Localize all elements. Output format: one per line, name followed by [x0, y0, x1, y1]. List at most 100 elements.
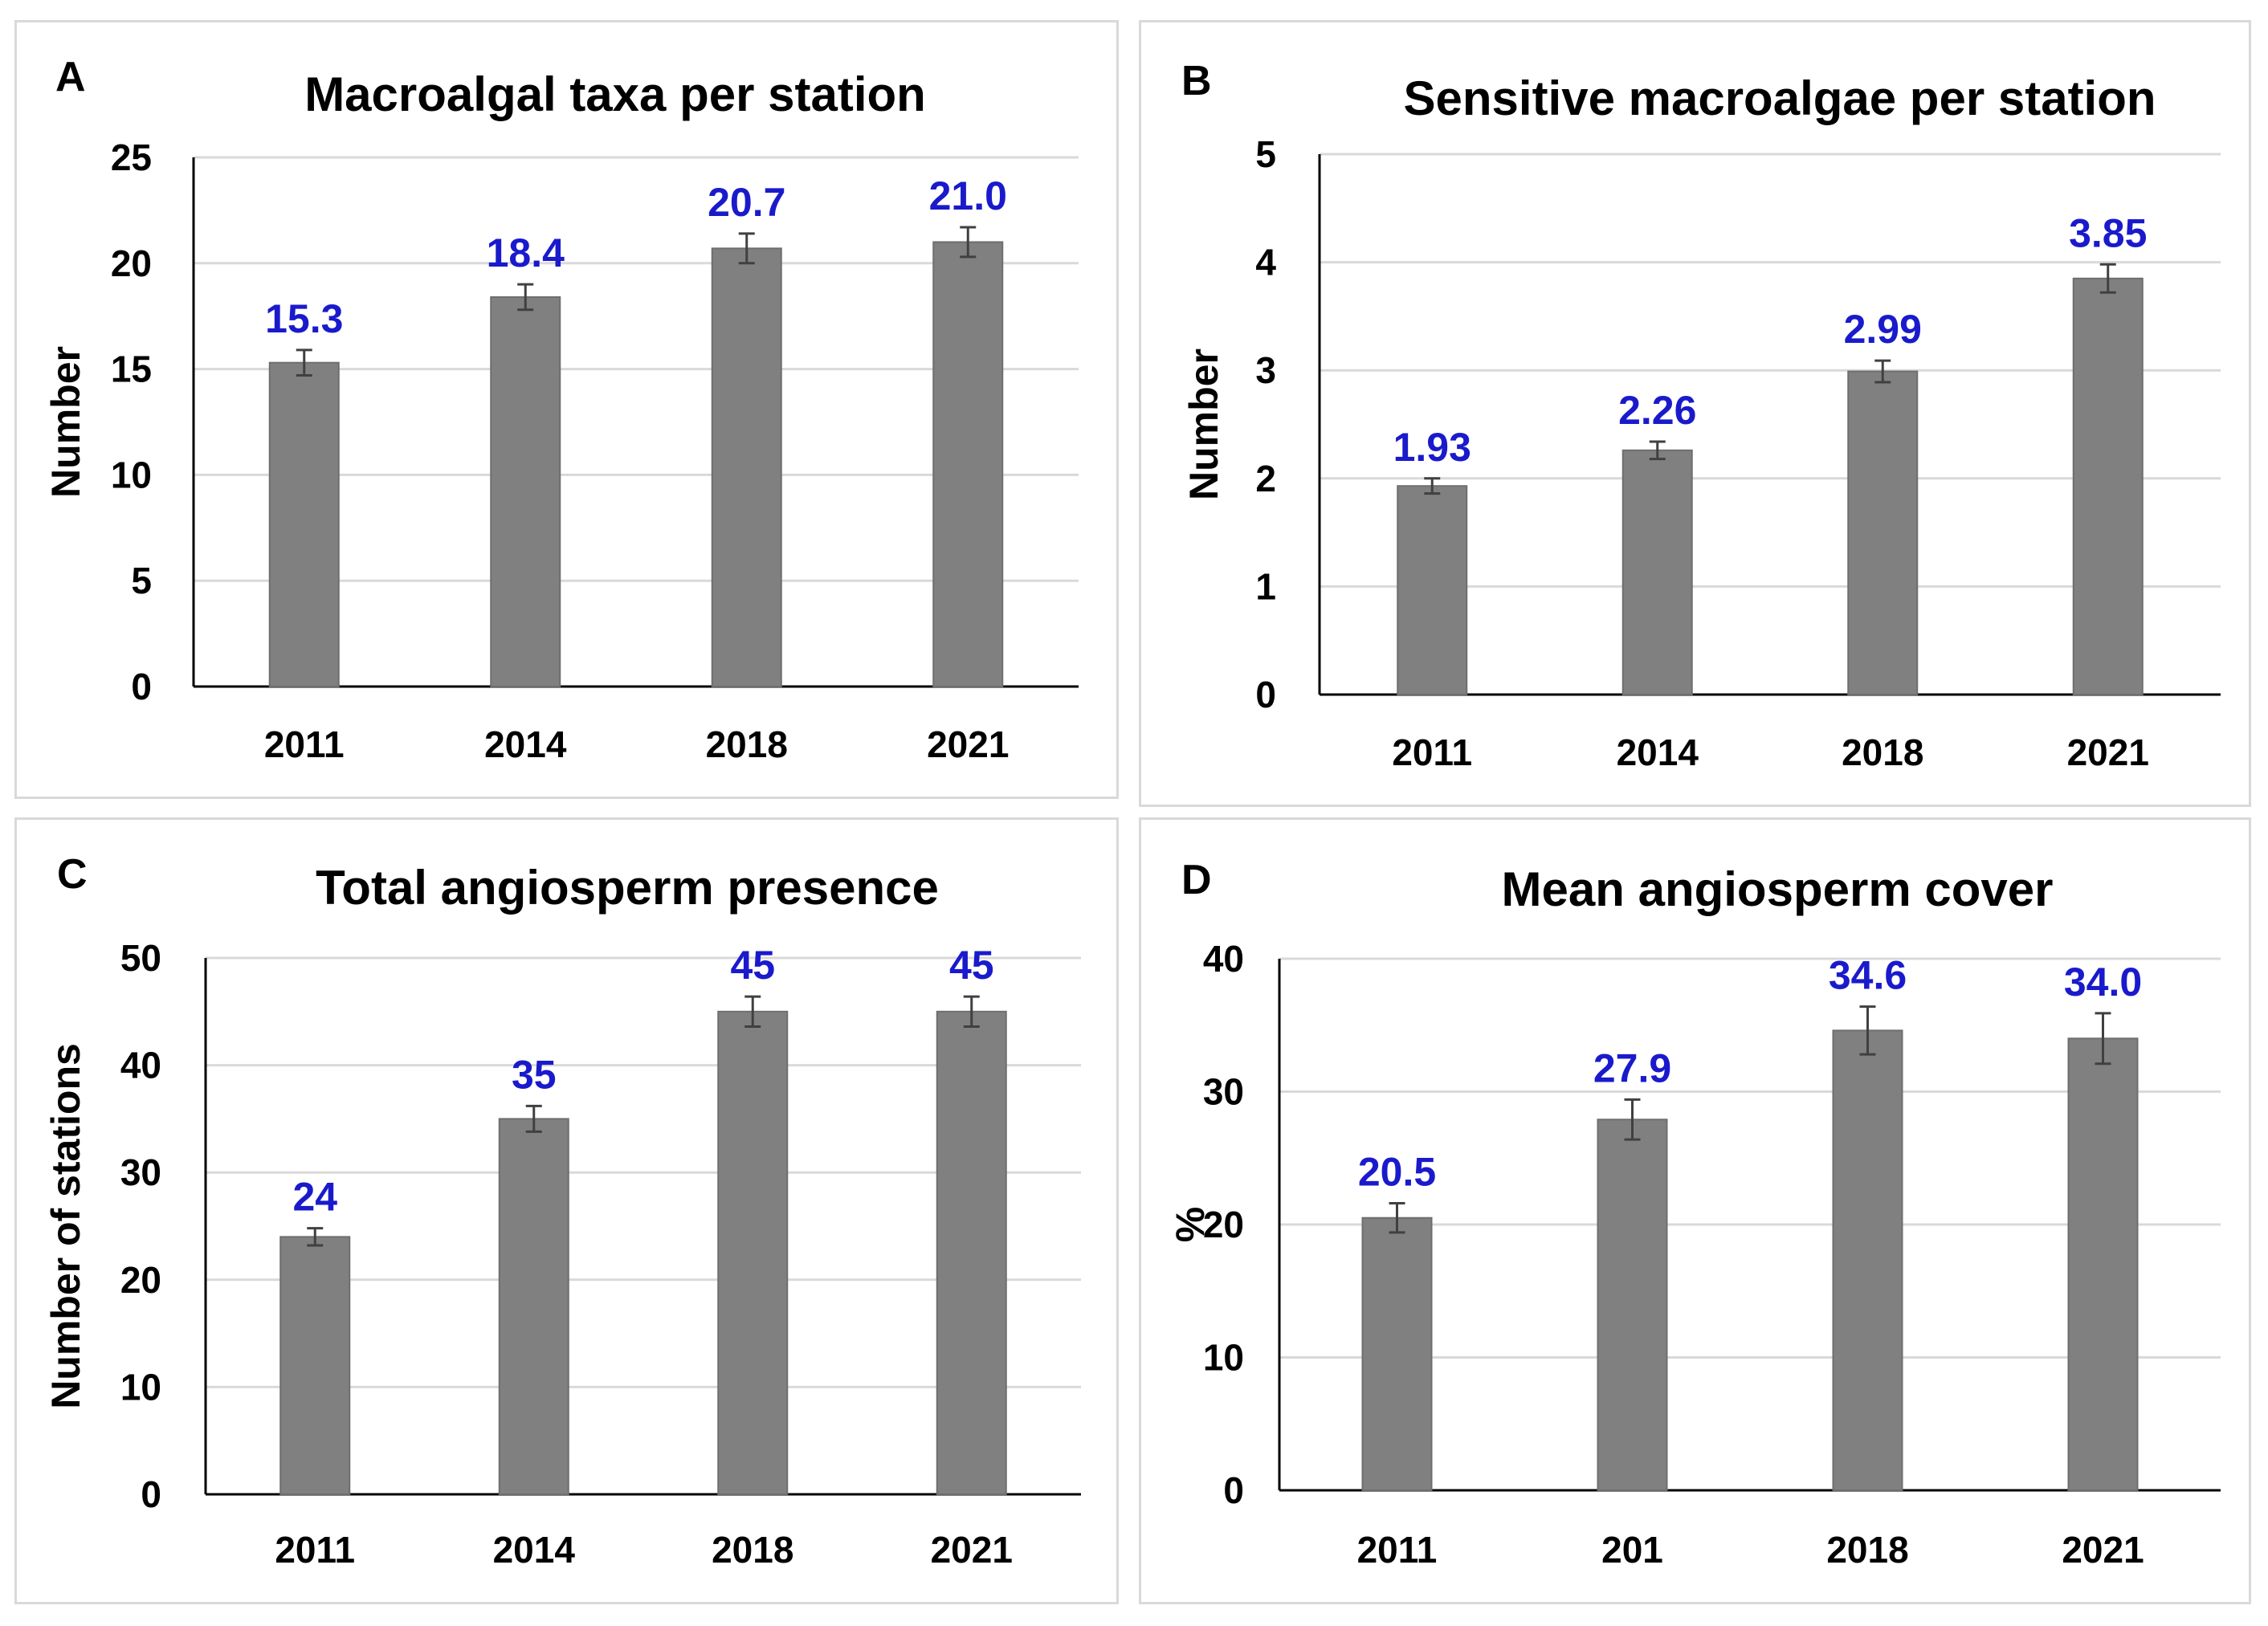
- y-tick-label: 40: [120, 1045, 161, 1086]
- data-label: 18.4: [487, 230, 565, 275]
- chart-b-svg: B Sensitive macroalgae per station Number 0…: [1181, 58, 2221, 773]
- y-tick-label: 50: [120, 937, 161, 979]
- error-bar: [1859, 1005, 1876, 1056]
- y-tick-label: 20: [111, 242, 152, 284]
- error-bar: [1649, 440, 1666, 461]
- y-tick-label: 0: [131, 666, 152, 707]
- x-tick-label: 2011: [1392, 731, 1472, 773]
- y-axis-label: Number: [1181, 348, 1226, 500]
- data-label: 34.0: [2064, 960, 2142, 1005]
- data-label: 34.6: [1829, 953, 1907, 998]
- data-label: 45: [949, 943, 994, 988]
- data-label: 15.3: [265, 296, 343, 341]
- y-tick-label: 15: [111, 348, 152, 390]
- data-label: 1.93: [1393, 425, 1471, 470]
- error-bar: [960, 226, 977, 259]
- data-label: 20.7: [708, 180, 785, 225]
- bar: [279, 1236, 351, 1495]
- chart-d-svg: D Mean angiosperm cover% 0 10 20 30 40 20.5 2011…: [1168, 857, 2221, 1571]
- y-tick-label: 40: [1203, 938, 1244, 980]
- x-tick-label: 2021: [931, 1529, 1013, 1571]
- error-bar: [1624, 1098, 1641, 1141]
- x-tick-label: 201: [1601, 1529, 1663, 1571]
- y-tick-label: 10: [1203, 1337, 1244, 1379]
- panel-letter: C: [57, 851, 88, 898]
- data-label: 3.85: [2069, 210, 2147, 255]
- error-bar: [2099, 263, 2116, 294]
- error-bar: [517, 283, 534, 312]
- bar: [2067, 1037, 2139, 1491]
- bar: [1621, 449, 1693, 696]
- y-tick-label: 30: [1203, 1071, 1244, 1113]
- error-bar: [2095, 1012, 2111, 1066]
- chart-title: Macroalgal taxa per station: [304, 67, 926, 121]
- data-label: 21.0: [929, 173, 1007, 218]
- error-bar: [738, 232, 755, 265]
- bar: [1597, 1119, 1668, 1491]
- chart-title: Mean angiosperm cover: [1502, 862, 2054, 916]
- panel-letter: D: [1181, 857, 1212, 903]
- y-tick-label: 25: [111, 137, 152, 178]
- bar: [932, 241, 1004, 687]
- y-tick-label: 10: [120, 1366, 161, 1408]
- x-tick-label: 2011: [264, 723, 345, 765]
- data-label: 2.26: [1618, 388, 1696, 433]
- bar: [268, 361, 340, 687]
- x-tick-label: 2014: [484, 723, 567, 765]
- panel-letter: B: [1181, 58, 1212, 104]
- x-tick-label: 2018: [1842, 731, 1923, 773]
- data-label: 20.5: [1358, 1150, 1436, 1195]
- bar: [1832, 1029, 1903, 1491]
- data-label: 2.99: [1844, 307, 1922, 352]
- y-axis-label: Number: [43, 346, 88, 498]
- data-label: 24: [292, 1175, 337, 1220]
- error-bar: [296, 348, 312, 377]
- chart-panel-a: A Macroalgal taxa per station Number 0 5 10 15…: [14, 20, 1119, 799]
- chart-title: Total angiosperm presence: [316, 861, 939, 915]
- error-bar: [1389, 1202, 1405, 1234]
- x-tick-label: 2018: [1826, 1529, 1908, 1571]
- error-bar: [525, 1104, 542, 1133]
- x-tick-label: 2014: [493, 1529, 576, 1571]
- error-bar: [963, 995, 980, 1029]
- data-label: 27.9: [1593, 1045, 1671, 1090]
- x-tick-label: 2011: [1357, 1529, 1438, 1571]
- y-tick-label: 0: [141, 1473, 161, 1515]
- y-tick-label: 1: [1255, 565, 1276, 607]
- bar: [711, 247, 782, 687]
- x-tick-label: 2018: [712, 1529, 793, 1571]
- x-tick-label: 2021: [2062, 1529, 2144, 1571]
- y-tick-label: 20: [1203, 1204, 1244, 1245]
- x-tick-label: 2014: [1617, 731, 1699, 773]
- y-tick-label: 20: [120, 1259, 161, 1301]
- y-tick-label: 4: [1255, 242, 1276, 283]
- chart-title: Sensitive macroalgae per station: [1403, 71, 2156, 125]
- error-bar: [1874, 359, 1891, 384]
- bar: [1397, 485, 1468, 695]
- chart-a-svg: A Macroalgal taxa per station Number 0 5 10 15…: [43, 54, 1079, 765]
- y-tick-label: 30: [120, 1151, 161, 1193]
- bar: [1361, 1216, 1433, 1491]
- error-bar: [307, 1227, 324, 1247]
- x-tick-label: 2021: [927, 723, 1009, 765]
- y-tick-label: 3: [1255, 349, 1276, 391]
- bar: [498, 1118, 569, 1495]
- chart-panel-c: C Total angiosperm presence Number of stat…: [14, 817, 1119, 1604]
- y-tick-label: 5: [131, 560, 152, 601]
- bar: [490, 295, 561, 687]
- chart-panel-b: B Sensitive macroalgae per station Number 0…: [1139, 20, 2251, 807]
- chart-panel-d: D Mean angiosperm cover% 0 10 20 30 40 20.5 2011…: [1139, 817, 2251, 1604]
- bar: [2072, 277, 2144, 696]
- bar: [717, 1010, 789, 1496]
- panel-letter: A: [55, 54, 86, 100]
- data-label: 35: [512, 1052, 557, 1097]
- chart-c-svg: C Total angiosperm presence Number of stat…: [43, 851, 1081, 1571]
- bar: [1847, 370, 1919, 695]
- y-tick-label: 0: [1223, 1469, 1244, 1511]
- x-tick-label: 2011: [275, 1529, 355, 1571]
- y-tick-label: 2: [1255, 458, 1276, 499]
- error-bar: [744, 995, 761, 1029]
- x-tick-label: 2021: [2067, 731, 2149, 773]
- y-tick-label: 5: [1255, 133, 1276, 175]
- y-tick-label: 0: [1255, 674, 1276, 715]
